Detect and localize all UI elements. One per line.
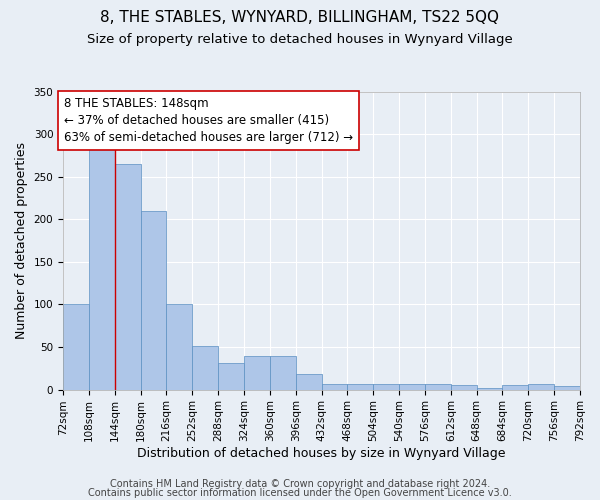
Text: 8, THE STABLES, WYNYARD, BILLINGHAM, TS22 5QQ: 8, THE STABLES, WYNYARD, BILLINGHAM, TS2… — [101, 10, 499, 25]
Bar — [115, 164, 140, 390]
Bar — [554, 386, 580, 390]
Bar — [140, 210, 166, 390]
Y-axis label: Number of detached properties: Number of detached properties — [15, 142, 28, 339]
Text: Size of property relative to detached houses in Wynyard Village: Size of property relative to detached ho… — [87, 32, 513, 46]
Bar — [529, 384, 554, 390]
Bar — [399, 384, 425, 390]
Text: 8 THE STABLES: 148sqm
← 37% of detached houses are smaller (415)
63% of semi-det: 8 THE STABLES: 148sqm ← 37% of detached … — [64, 96, 353, 144]
Bar — [451, 386, 476, 390]
Bar — [192, 346, 218, 390]
Bar — [244, 356, 270, 390]
Bar — [89, 145, 115, 390]
Text: Contains HM Land Registry data © Crown copyright and database right 2024.: Contains HM Land Registry data © Crown c… — [110, 479, 490, 489]
Text: Contains public sector information licensed under the Open Government Licence v3: Contains public sector information licen… — [88, 488, 512, 498]
Bar — [425, 384, 451, 390]
Bar — [166, 304, 192, 390]
Bar — [476, 388, 502, 390]
Bar — [63, 304, 89, 390]
Bar — [270, 356, 296, 390]
Bar — [218, 363, 244, 390]
Bar — [347, 384, 373, 390]
Bar — [296, 374, 322, 390]
Bar — [502, 386, 529, 390]
X-axis label: Distribution of detached houses by size in Wynyard Village: Distribution of detached houses by size … — [137, 447, 506, 460]
Bar — [373, 384, 399, 390]
Bar — [322, 384, 347, 390]
